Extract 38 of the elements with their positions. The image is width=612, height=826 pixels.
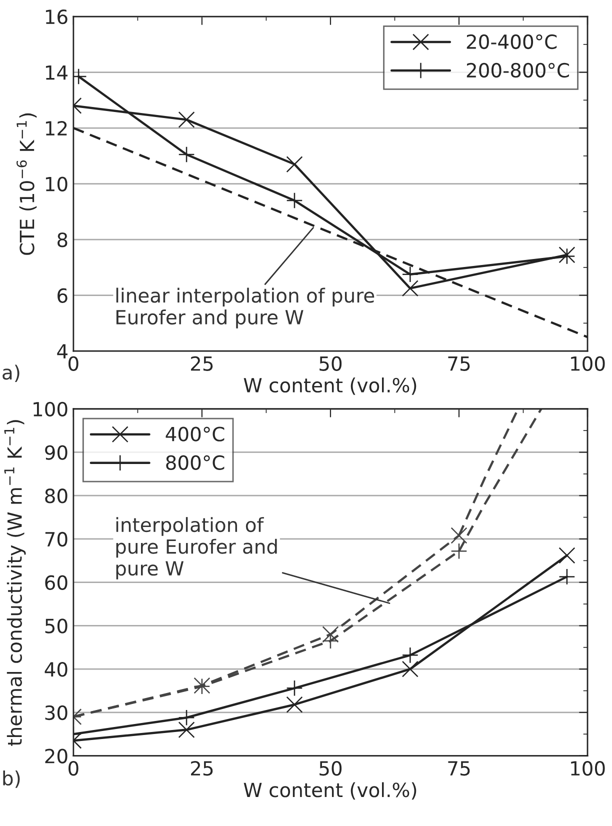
y-tick-label: 4	[57, 344, 68, 358]
y-tick-label: 90	[45, 445, 68, 460]
legend-label: 800°C	[166, 455, 224, 470]
annotation: linear interpolation of pure Eurofer and pure W	[116, 288, 374, 328]
annotation: interpolation of pure Eurofer and pure W	[116, 517, 277, 580]
y-tick-label: 12	[46, 120, 67, 136]
y-tick-label: 10	[46, 176, 68, 192]
x-axis-title: W content (vol.%)	[244, 782, 416, 800]
y-axis-title: CTE (10$^{−6}$ K$^{−1}$)	[16, 113, 37, 255]
y-tick-label: 20	[45, 748, 68, 764]
y-tick-label: 100	[34, 402, 68, 417]
x-tick-label: 0	[68, 356, 78, 371]
x-tick-label: 25	[191, 760, 213, 776]
legend-label: 400°C	[166, 426, 224, 442]
x-tick-label: 25	[191, 356, 213, 371]
y-axis-title: thermal conductivity (W m$^{−1}$ K$^{−1}$)	[4, 420, 26, 746]
y-tick-label: 40	[44, 662, 68, 677]
y-tick-label: 30	[45, 705, 68, 720]
x-axis-title: W content (vol.%)	[244, 378, 416, 395]
x-tick-label: 50	[320, 760, 342, 776]
y-tick-label: 14	[46, 65, 68, 80]
x-tick-label: 100	[571, 760, 605, 776]
y-tick-label: 6	[58, 288, 68, 303]
y-tick-label: 8	[58, 232, 68, 248]
x-tick-label: 75	[448, 761, 470, 776]
text: a)	[2, 364, 20, 382]
y-tick-label: 60	[45, 575, 68, 590]
legend-label: 200-800°C	[466, 62, 569, 78]
x-tick-label: 100	[571, 356, 605, 371]
y-tick-label: 50	[45, 618, 68, 634]
y-tick-label: 16	[46, 9, 68, 24]
y-tick-label: 70	[45, 532, 68, 547]
x-tick-label: 0	[68, 760, 78, 776]
x-tick-label: 50	[320, 356, 342, 371]
y-tick-label: 80	[45, 488, 68, 504]
x-tick-label: 75	[448, 356, 470, 371]
text: b)	[3, 770, 20, 788]
legend-label: 20-400°C	[466, 34, 557, 50]
